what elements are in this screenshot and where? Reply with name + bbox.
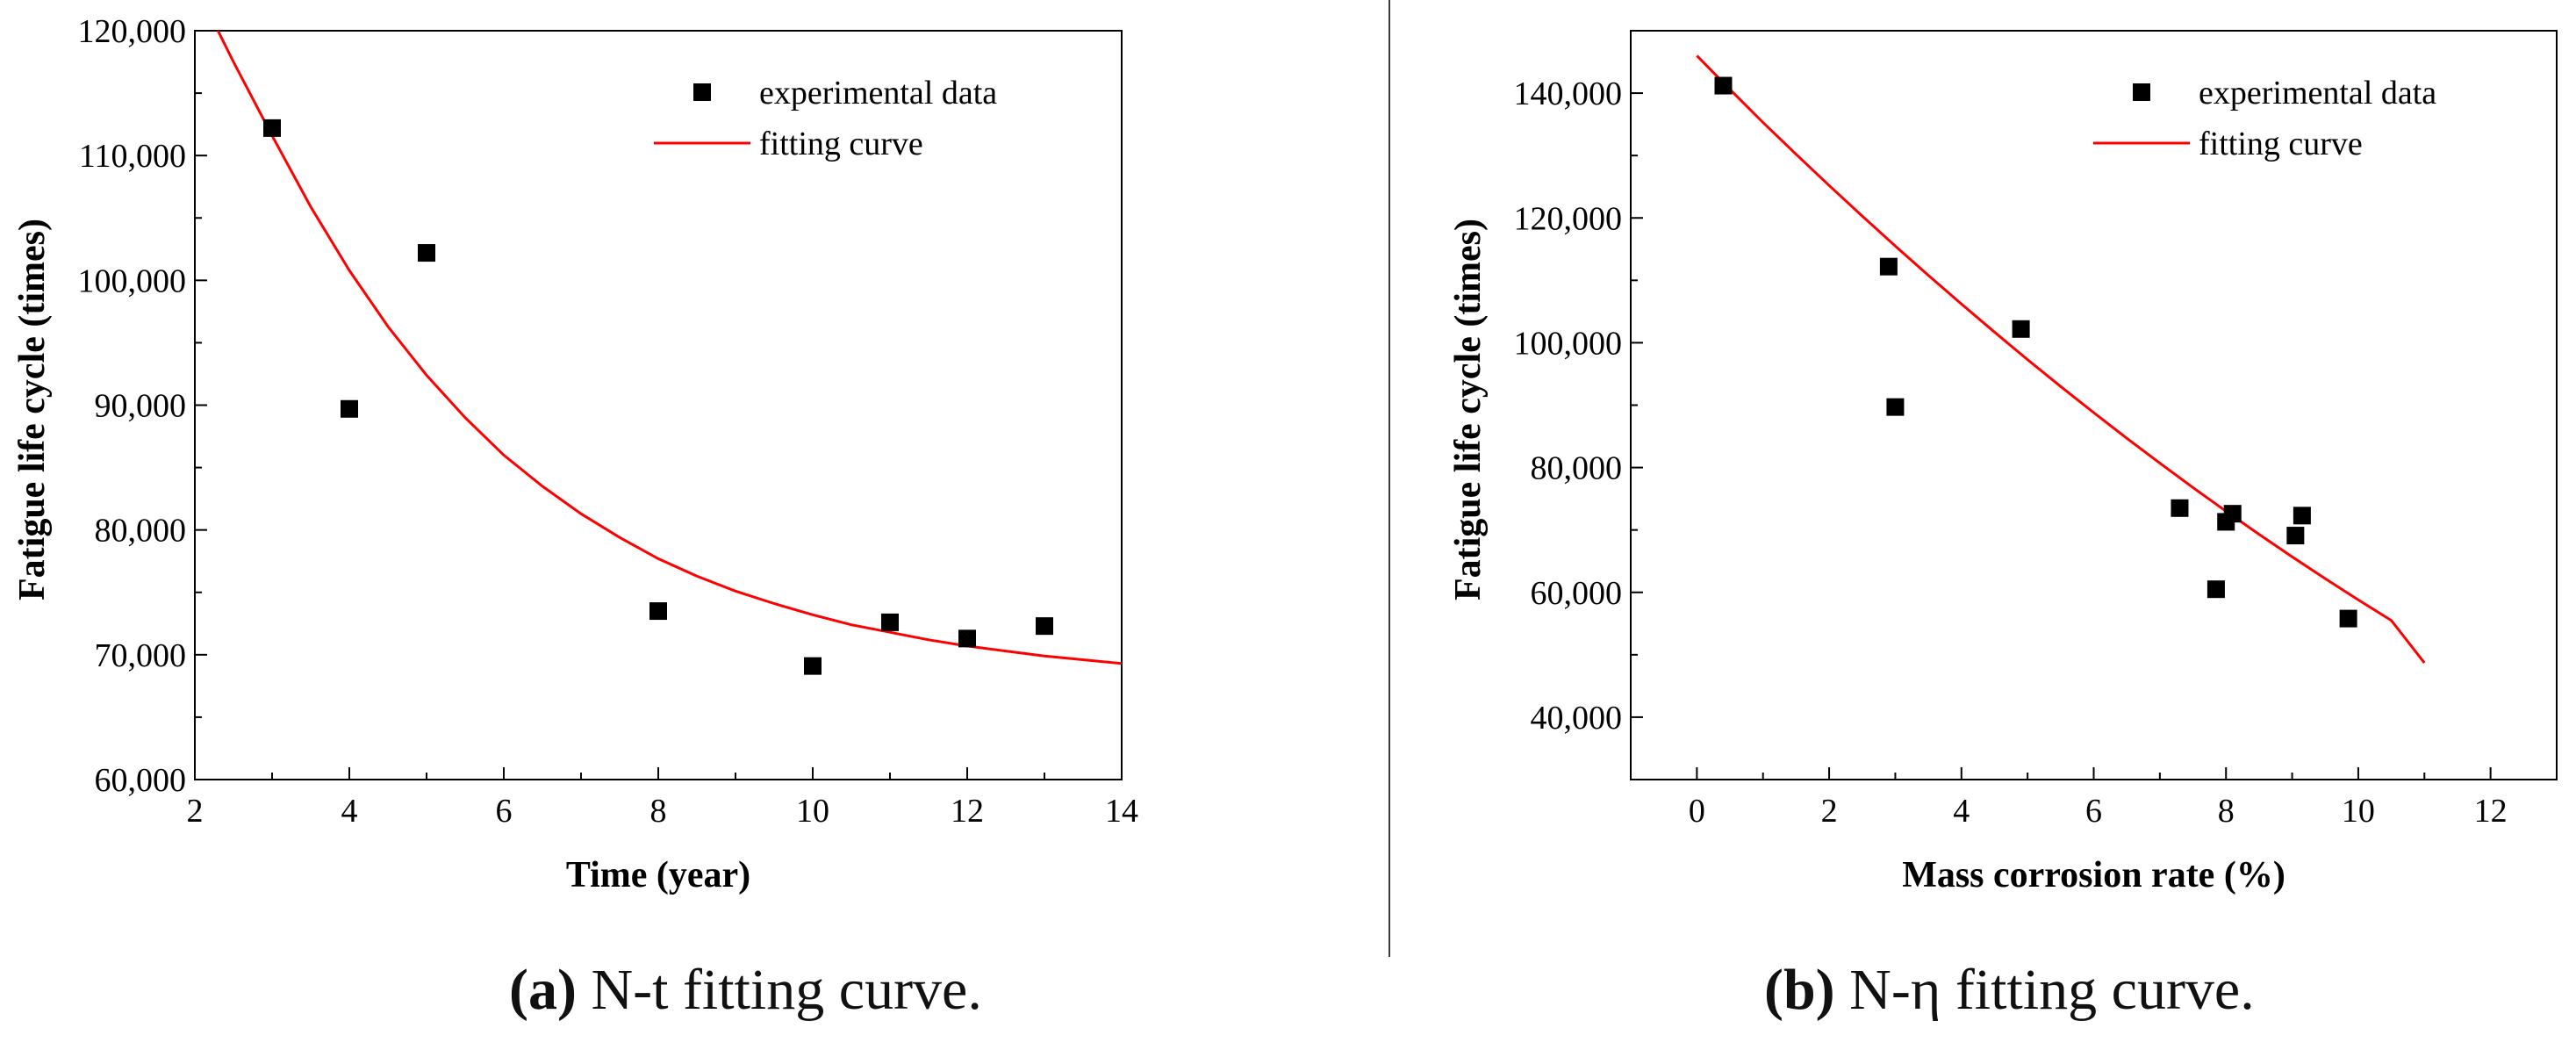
- x-tick-label: 4: [1953, 793, 1970, 830]
- data-point-marker: [1036, 617, 1053, 636]
- x-tick-label: 6: [496, 793, 513, 830]
- data-point-marker: [1886, 398, 1905, 416]
- caption-b-label: (b): [1764, 958, 1835, 1022]
- caption-a: (a) N-t fitting curve.: [509, 957, 982, 1024]
- y-tick-label: 90,000: [95, 388, 187, 425]
- data-point-marker: [341, 399, 358, 418]
- x-tick-label: 0: [1689, 793, 1705, 830]
- caption-b-text: N-η fitting curve.: [1834, 958, 2255, 1022]
- data-point-marker: [1714, 76, 1733, 95]
- data-point-marker: [1879, 257, 1898, 276]
- x-tick-label: 4: [341, 793, 358, 830]
- y-axis-title: Fatigue life cycle (times): [12, 219, 53, 600]
- x-tick-label: 8: [2218, 793, 2235, 830]
- y-tick-label: 140,000: [1514, 75, 1623, 112]
- y-tick-label: 120,000: [78, 13, 187, 50]
- x-axis-title: Mass corrosion rate (%): [1902, 855, 2285, 895]
- y-axis-title: Fatigue life cycle (times): [1448, 219, 1489, 600]
- x-tick-label: 2: [1821, 793, 1838, 830]
- fitting-curve-line: [1696, 54, 2426, 665]
- x-tick-label: 2: [187, 793, 204, 830]
- x-tick-label: 14: [1105, 793, 1138, 830]
- data-point-marker: [958, 629, 976, 648]
- y-tick-label: 110,000: [79, 138, 186, 175]
- y-tick-label: 60,000: [1531, 575, 1623, 612]
- fitting-curve-line: [217, 30, 1123, 665]
- legend-label-experimental: experimental data: [2199, 75, 2436, 111]
- y-tick-label: 100,000: [1514, 325, 1623, 362]
- x-axis-title: Time (year): [566, 855, 750, 895]
- legend-label-experimental: experimental data: [759, 75, 997, 111]
- y-tick-label: 80,000: [1531, 450, 1623, 487]
- data-point-marker: [804, 657, 822, 675]
- y-tick-label: 80,000: [95, 513, 187, 550]
- caption-b: (b) N-η fitting curve.: [1764, 957, 2255, 1024]
- x-tick-label: 12: [951, 793, 984, 830]
- data-point-marker: [2339, 609, 2357, 628]
- data-point-marker: [649, 602, 667, 621]
- panel-divider: [1388, 0, 1390, 957]
- chart-b: 0 2 4 6 8 10 12 40,000 60,000 80,000 100,000 120,00…: [1448, 30, 2558, 895]
- data-point-marker: [2223, 505, 2242, 523]
- caption-a-text: N-t fitting curve.: [576, 958, 982, 1022]
- data-point-marker: [2012, 320, 2030, 338]
- x-tick-label: 10: [796, 793, 829, 830]
- legend-label-fitting: fitting curve: [2199, 126, 2363, 162]
- y-tick-label: 70,000: [95, 637, 187, 674]
- x-tick-label: 12: [2474, 793, 2508, 830]
- x-tick-label: 10: [2342, 793, 2375, 830]
- legend-marker-swatch: [693, 83, 711, 101]
- data-point-marker: [2286, 527, 2305, 545]
- data-point-marker: [418, 244, 435, 262]
- data-point-marker: [2171, 499, 2189, 517]
- caption-a-label: (a): [509, 958, 577, 1022]
- chart-a: 2 4 6 8 10 12 14 60,000 70,000 80,000 90,000 100,00…: [12, 13, 1138, 895]
- data-point-marker: [263, 119, 281, 137]
- y-tick-label: 40,000: [1531, 700, 1623, 737]
- legend-label-fitting: fitting curve: [759, 126, 923, 162]
- y-tick-label: 120,000: [1514, 200, 1623, 237]
- y-tick-label: 60,000: [95, 762, 187, 799]
- data-point-marker: [881, 613, 899, 631]
- y-tick-label: 100,000: [78, 262, 187, 299]
- legend-marker-swatch: [2133, 83, 2150, 101]
- x-tick-label: 6: [2085, 793, 2102, 830]
- data-point-marker: [2293, 507, 2311, 525]
- data-point-marker: [2206, 580, 2225, 599]
- x-tick-label: 8: [650, 793, 667, 830]
